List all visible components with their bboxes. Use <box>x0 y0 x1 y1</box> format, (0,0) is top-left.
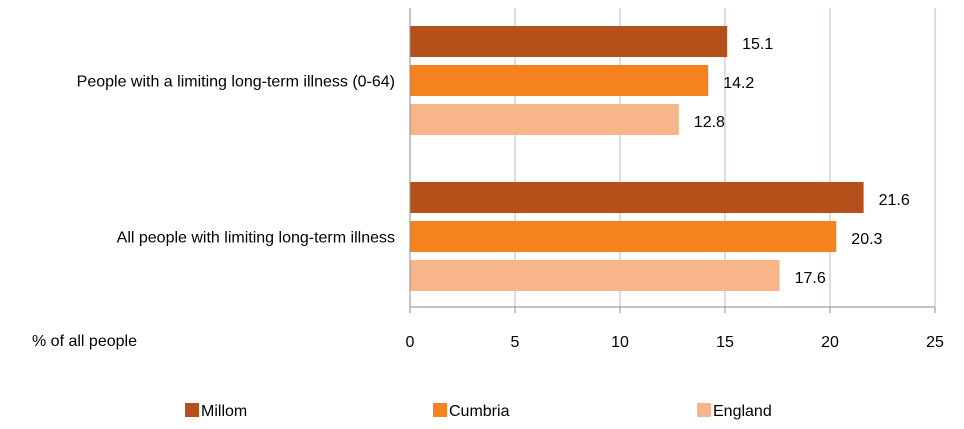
x-tick-label: 10 <box>611 334 629 351</box>
bar <box>410 260 780 291</box>
legend-swatch <box>185 403 199 417</box>
x-tick-label: 15 <box>716 334 734 351</box>
x-axis-title: % of all people <box>32 333 137 350</box>
data-label: 20.3 <box>851 231 882 248</box>
data-label: 21.6 <box>879 192 910 209</box>
legend-label: Cumbria <box>449 403 510 420</box>
data-label: 15.1 <box>742 36 773 53</box>
x-axis: 0 5 10 15 20 25 <box>406 8 944 351</box>
category-label: People with a limiting long-term illness… <box>77 74 395 91</box>
category-labels: People with a limiting long-term illness… <box>77 74 395 247</box>
legend-label: England <box>713 403 772 420</box>
legend-label: Millom <box>201 403 247 420</box>
data-label: 17.6 <box>795 270 826 287</box>
legend-swatch <box>697 403 711 417</box>
legend: Millom Cumbria England <box>185 403 772 420</box>
gridlines <box>514 8 936 307</box>
bar <box>410 26 728 57</box>
data-label: 14.2 <box>723 75 754 92</box>
bar <box>410 65 709 96</box>
data-label: 12.8 <box>694 114 725 131</box>
bar <box>410 221 837 252</box>
x-tick-label: 25 <box>926 334 944 351</box>
x-tick-label: 5 <box>511 334 520 351</box>
bar <box>410 182 864 213</box>
legend-swatch <box>433 403 447 417</box>
x-tick-label: 0 <box>406 334 415 351</box>
bars <box>410 26 864 291</box>
bar <box>410 104 679 135</box>
data-labels: 15.1 14.2 12.8 21.6 20.3 17.6 <box>694 36 910 287</box>
x-tick-label: 20 <box>821 334 839 351</box>
category-label: All people with limiting long-term illne… <box>117 230 395 247</box>
